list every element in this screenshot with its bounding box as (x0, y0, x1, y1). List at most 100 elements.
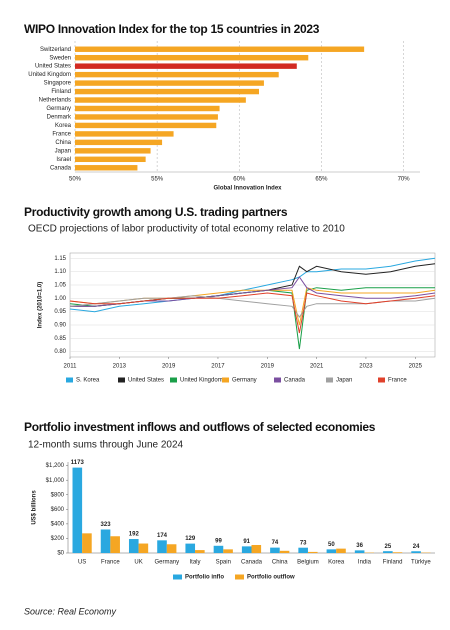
data-label: 74 (272, 540, 279, 546)
bar (75, 131, 174, 137)
data-label: 1173 (71, 460, 85, 466)
y-tick-label: Japan (55, 148, 71, 154)
line-series (69, 257, 436, 313)
x-tick-label: Canada (241, 560, 263, 566)
chart-title: Portfolio investment inflows and outflow… (24, 420, 376, 434)
bar (75, 54, 309, 61)
bar (298, 547, 308, 553)
y-tick-label: $1,000 (46, 478, 65, 484)
y-tick-label: Singapore (44, 81, 72, 87)
bar (195, 550, 205, 553)
x-tick-label: 2023 (359, 364, 373, 370)
bar (75, 88, 259, 95)
bar (75, 114, 218, 120)
x-tick-label: 2017 (211, 364, 225, 370)
legend-swatch (274, 377, 281, 383)
bar (75, 165, 138, 171)
bar (138, 543, 149, 553)
y-tick-label: 1.15 (54, 256, 66, 262)
y-tick-label: $200 (51, 536, 65, 542)
data-label: 192 (129, 532, 140, 538)
legend-label: France (388, 378, 407, 384)
bar (223, 549, 233, 553)
bar (279, 550, 290, 553)
y-tick-label: Canada (50, 165, 72, 171)
line-series (69, 287, 435, 350)
y-axis-label: US$ billions (32, 490, 38, 525)
legend-label: Canada (284, 378, 306, 384)
plot-frame (69, 252, 436, 358)
bar (128, 539, 139, 553)
y-tick-label: Germany (46, 106, 71, 112)
y-tick-label: $400 (51, 521, 65, 527)
y-tick-label: 1.00 (54, 296, 66, 302)
bar (75, 139, 163, 146)
x-tick-label: UK (134, 560, 142, 566)
bar (326, 549, 337, 553)
legend-swatch (222, 377, 229, 383)
data-label: 323 (101, 522, 112, 528)
x-tick-label: 2013 (113, 364, 127, 370)
bar (75, 63, 297, 69)
x-tick-label: Germany (154, 560, 179, 566)
y-axis-label: Index (2010=1.0) (38, 282, 44, 329)
legend-swatch (66, 377, 73, 383)
bar (241, 546, 252, 553)
y-tick-label: $1,200 (46, 463, 65, 469)
y-tick-label: France (52, 131, 71, 137)
legend-label: S. Korea (76, 378, 100, 384)
line-series (69, 295, 436, 318)
x-tick-label: 2025 (409, 364, 423, 370)
x-tick-label: Türkiye (411, 560, 431, 566)
bar (75, 148, 151, 154)
x-tick-label: Finland (383, 560, 403, 566)
y-tick-label: 0.80 (54, 349, 66, 355)
chart-title: WIPO Innovation Index for the top 15 cou… (24, 22, 320, 36)
data-label: 99 (215, 538, 222, 544)
x-tick-label: Belgium (297, 560, 319, 566)
x-tick-label: 70% (398, 177, 411, 183)
bar (72, 467, 83, 553)
legend-swatch (326, 377, 333, 383)
x-tick-label: 50% (69, 177, 82, 183)
bar (82, 533, 92, 553)
y-tick-label: 1.05 (54, 283, 66, 289)
legend-swatch (235, 574, 244, 580)
y-tick-label: $0 (57, 551, 64, 557)
y-tick-label: 0.95 (54, 309, 66, 315)
x-tick-label: 2019 (162, 364, 176, 370)
x-tick-label: France (101, 560, 120, 566)
data-label: 174 (157, 533, 168, 539)
data-label: 73 (300, 540, 307, 546)
source-note: Source: Real Economy (24, 606, 117, 616)
bar (75, 156, 146, 163)
bar (75, 46, 365, 52)
x-axis-label: Global Innovation Index (213, 186, 282, 192)
bar (251, 544, 262, 553)
legend-label: Germany (232, 378, 257, 384)
x-tick-label: 65% (315, 177, 328, 183)
x-tick-label: China (272, 560, 288, 566)
data-label: 25 (385, 544, 392, 550)
chart-subtitle: OECD projections of labor productivity o… (28, 224, 345, 235)
bar (75, 71, 279, 78)
bar (354, 550, 365, 553)
x-tick-label: Italy (190, 560, 201, 566)
legend-label: United States (128, 378, 164, 384)
bar (392, 552, 403, 553)
bar (336, 548, 346, 553)
x-tick-label: 60% (233, 177, 246, 183)
x-tick-label: India (358, 560, 372, 566)
x-tick-label: US (78, 560, 86, 566)
y-tick-label: Switzerland (40, 47, 71, 53)
legend-swatch (118, 377, 125, 383)
legend-label: Japan (336, 378, 352, 384)
bar (383, 551, 393, 553)
y-tick-label: Finland (51, 89, 71, 95)
y-tick-label: 0.90 (54, 323, 66, 329)
line-series (69, 287, 436, 326)
line-series (69, 292, 436, 334)
legend-swatch (378, 377, 385, 383)
